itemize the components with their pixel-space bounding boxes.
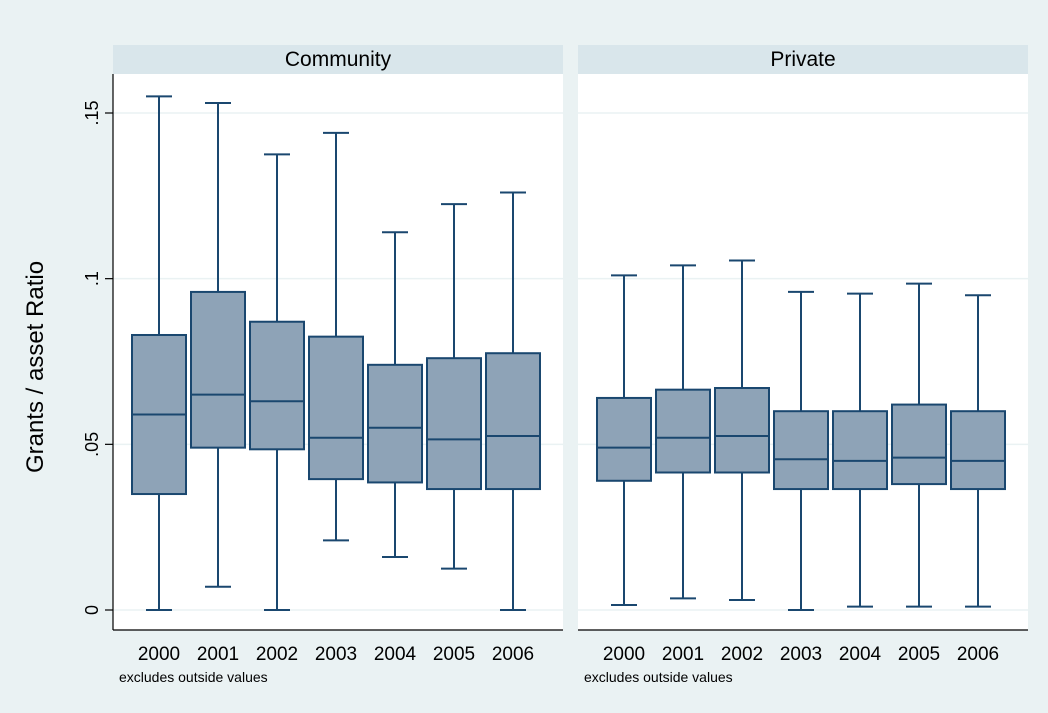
box-2001 bbox=[190, 102, 246, 588]
iqr-box bbox=[773, 410, 829, 491]
box-2002 bbox=[714, 259, 770, 602]
panel-title: Community bbox=[285, 48, 392, 71]
panel-private: Private 2000 2001 2002 2003 2004 2005 2006 exclu… bbox=[578, 45, 1028, 685]
x-tick-label: 2006 bbox=[957, 644, 999, 665]
box-2004 bbox=[367, 231, 423, 558]
x-tick-label: 2001 bbox=[662, 644, 704, 665]
iqr-box bbox=[832, 410, 888, 491]
x-tick-label: 2005 bbox=[898, 644, 940, 665]
panel-community: Community 0 .05 .1 .15 2000 2001 2002 2003 2004 20… bbox=[82, 45, 563, 685]
y-tick-label: 0 bbox=[82, 605, 102, 615]
y-axis-label: Grants / asset Ratio bbox=[22, 261, 49, 473]
box-2005 bbox=[891, 282, 947, 608]
iqr-box bbox=[190, 290, 246, 449]
iqr-box bbox=[714, 387, 770, 474]
x-tick-label: 2000 bbox=[138, 644, 180, 665]
box-2003 bbox=[773, 290, 829, 611]
iqr-box bbox=[950, 410, 1006, 491]
x-tick-label: 2000 bbox=[603, 644, 645, 665]
x-tick-label: 2006 bbox=[492, 644, 534, 665]
box-2003 bbox=[308, 131, 364, 542]
note-text: excludes outside values bbox=[584, 669, 733, 685]
x-tick-label: 2002 bbox=[721, 644, 763, 665]
x-tick-label: 2002 bbox=[256, 644, 298, 665]
x-tick-label: 2004 bbox=[374, 644, 417, 665]
iqr-box bbox=[308, 335, 364, 481]
box-2000 bbox=[131, 95, 187, 611]
iqr-box bbox=[249, 320, 305, 451]
y-tick-label: .15 bbox=[82, 100, 102, 125]
plot-area bbox=[578, 74, 1028, 630]
iqr-box bbox=[367, 363, 423, 484]
panel-title: Private bbox=[770, 48, 835, 71]
iqr-box bbox=[655, 388, 711, 474]
box-2001 bbox=[655, 264, 711, 600]
box-2005 bbox=[426, 203, 482, 570]
x-tick-label: 2001 bbox=[197, 644, 239, 665]
box-2006 bbox=[950, 294, 1006, 608]
box-2006 bbox=[485, 191, 541, 611]
x-tick-label: 2004 bbox=[839, 644, 882, 665]
x-tick-label: 2003 bbox=[780, 644, 822, 665]
box-2000 bbox=[596, 274, 652, 607]
x-tick-label: 2003 bbox=[315, 644, 357, 665]
panel-strip bbox=[113, 45, 563, 74]
y-tick-label: .1 bbox=[82, 271, 102, 286]
panel-strip bbox=[578, 45, 1028, 74]
iqr-box bbox=[891, 403, 947, 486]
iqr-box bbox=[596, 396, 652, 482]
panels: Community 0 .05 .1 .15 2000 2001 2002 2003 2004 20… bbox=[82, 45, 1028, 685]
y-tick-label: .05 bbox=[82, 432, 102, 457]
note-text: excludes outside values bbox=[119, 669, 268, 685]
box-2004 bbox=[832, 292, 888, 608]
x-tick-label: 2005 bbox=[433, 644, 475, 665]
iqr-box bbox=[426, 357, 482, 491]
box-2002 bbox=[249, 153, 305, 611]
iqr-box bbox=[485, 352, 541, 491]
